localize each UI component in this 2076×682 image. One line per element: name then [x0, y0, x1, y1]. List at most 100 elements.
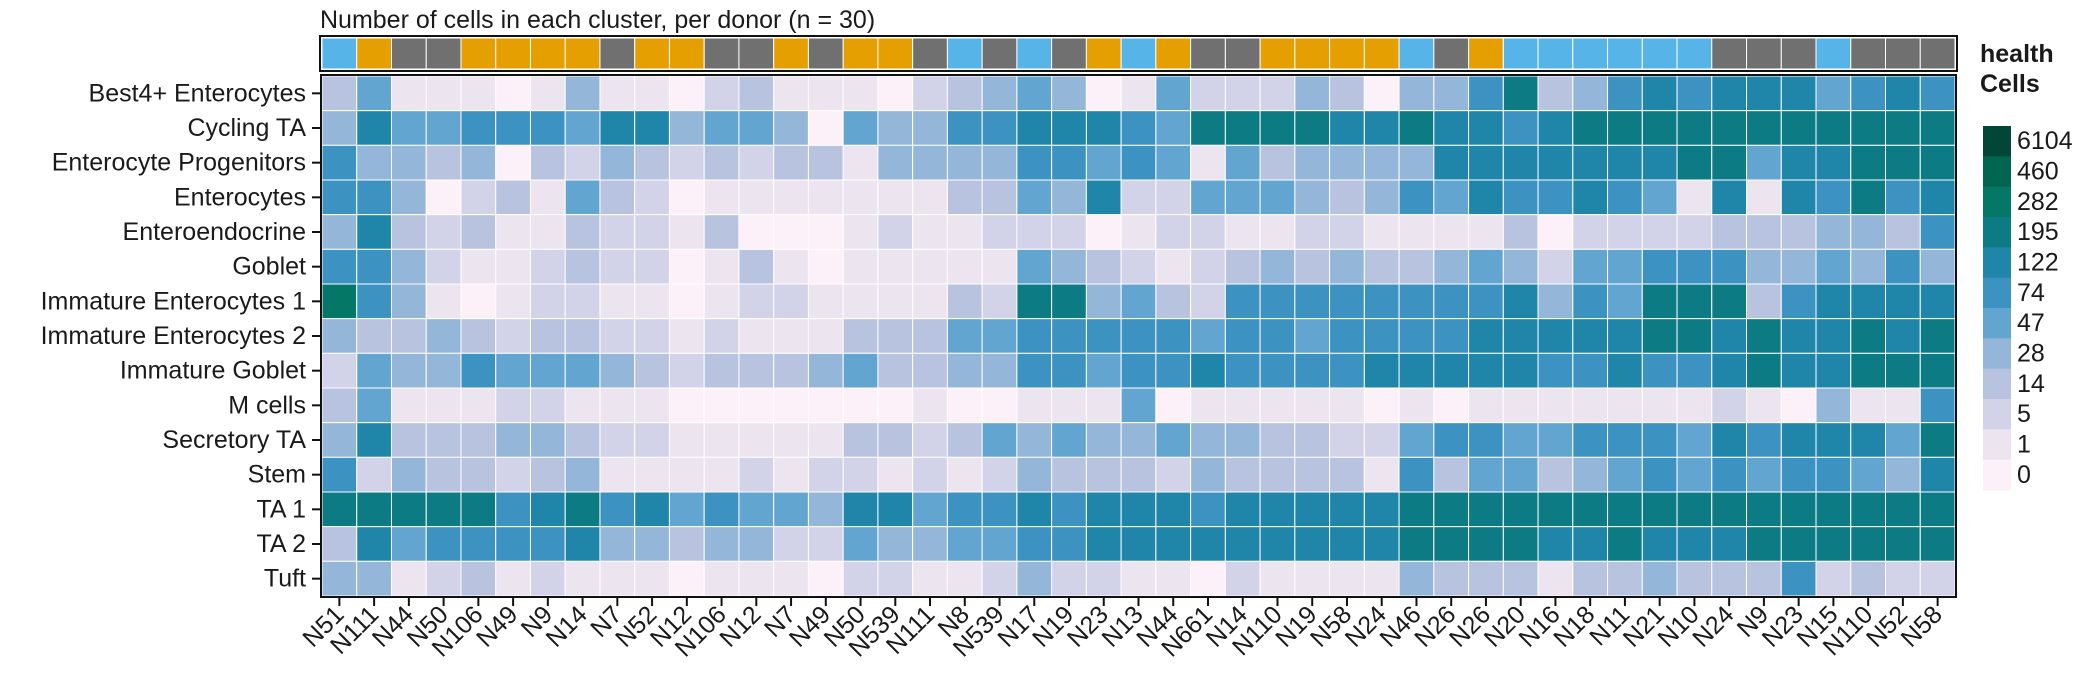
heatmap-cell	[356, 352, 392, 389]
heatmap-cell	[1502, 179, 1539, 216]
heatmap-cell	[1398, 456, 1435, 493]
heatmap-cell	[1085, 456, 1122, 493]
donor-label: N24	[1687, 600, 1739, 652]
heatmap-cell	[1572, 179, 1609, 216]
heatmap-cell	[1051, 214, 1087, 250]
health-cell	[1051, 37, 1087, 70]
heatmap-cell	[1120, 144, 1157, 181]
colorbar-tick-label: 14	[2017, 370, 2045, 398]
heatmap-cell	[1120, 318, 1157, 354]
heatmap-cell	[1363, 318, 1400, 354]
heatmap-cell	[807, 352, 844, 389]
heatmap-cell	[634, 352, 670, 389]
heatmap-cell	[738, 214, 775, 250]
heatmap-cell	[1051, 387, 1087, 424]
heatmap-cell	[842, 283, 879, 320]
heatmap-cell	[1085, 248, 1122, 285]
heatmap-cell	[425, 75, 462, 112]
heatmap-cell	[1885, 283, 1921, 320]
colorbar-segment	[1983, 186, 2011, 218]
heatmap-cell	[1919, 526, 1956, 562]
heatmap-cell	[1572, 318, 1609, 354]
heatmap-cell	[1363, 352, 1400, 389]
heatmap-cell	[599, 560, 636, 597]
heatmap-cell	[495, 526, 531, 562]
heatmap-cell	[1815, 491, 1852, 528]
heatmap-cell	[1190, 318, 1226, 354]
heatmap-cell	[1850, 248, 1887, 285]
heatmap-cell	[1711, 387, 1748, 424]
heatmap-cell	[1363, 422, 1400, 458]
health-cell	[390, 37, 427, 70]
heatmap-cell	[1919, 179, 1956, 216]
heatmap-cell	[1190, 179, 1226, 216]
heatmap-cell	[1398, 144, 1435, 181]
health-cell	[460, 37, 497, 70]
heatmap-cell	[321, 491, 358, 528]
heatmap-cell	[877, 214, 914, 250]
heatmap-cell	[1259, 352, 1296, 389]
heatmap-cell	[1259, 456, 1296, 493]
heatmap-cell	[1468, 352, 1504, 389]
heatmap-cell	[912, 318, 948, 354]
heatmap-cell	[668, 422, 705, 458]
heatmap-cell	[599, 456, 636, 493]
heatmap-cell	[1051, 422, 1087, 458]
heatmap-cell	[1329, 144, 1365, 181]
heatmap-cell	[912, 144, 948, 181]
heatmap-cell	[773, 283, 809, 320]
heatmap-cell	[703, 214, 740, 250]
heatmap-cell	[807, 387, 844, 424]
heatmap-cell	[460, 318, 497, 354]
heatmap-cell	[1190, 456, 1226, 493]
heatmap-cell	[1329, 75, 1365, 112]
heatmap-cell	[564, 387, 601, 424]
heatmap-cell	[425, 144, 462, 181]
heatmap-cell	[1885, 456, 1921, 493]
heatmap-cell	[1641, 422, 1678, 458]
colorbar-segment	[1983, 247, 2011, 279]
heatmap-cell	[1190, 387, 1226, 424]
heatmap-cell	[842, 248, 879, 285]
heatmap-cell	[1120, 560, 1157, 597]
heatmap-cell	[1919, 318, 1956, 354]
heatmap-cell	[877, 387, 914, 424]
heatmap-cell	[703, 560, 740, 597]
heatmap-cell	[1607, 352, 1643, 389]
heatmap-cell	[1294, 352, 1331, 389]
heatmap-cell	[1676, 110, 1713, 146]
heatmap-cell	[1051, 560, 1087, 597]
colorbar-tick-label: 5	[2017, 400, 2031, 428]
heatmap-cell	[1468, 560, 1504, 597]
heatmap-cell	[356, 248, 392, 285]
heatmap-cell	[1294, 526, 1331, 562]
heatmap-cell	[1502, 422, 1539, 458]
heatmap-cell	[1224, 283, 1261, 320]
heatmap-cell	[1468, 144, 1504, 181]
heatmap-cell	[912, 214, 948, 250]
heatmap-cell	[981, 179, 1018, 216]
heatmap-cell	[321, 560, 358, 597]
heatmap-cell	[1016, 110, 1053, 146]
heatmap-cell	[1259, 560, 1296, 597]
heatmap-cell	[425, 456, 462, 493]
heatmap-cell	[773, 214, 809, 250]
heatmap-cell	[877, 560, 914, 597]
heatmap-cell	[599, 110, 636, 146]
heatmap-cell	[1641, 560, 1678, 597]
heatmap-cell	[1190, 248, 1226, 285]
heatmap-cell	[1155, 179, 1192, 216]
heatmap-cell	[946, 179, 983, 216]
heatmap-cell	[1085, 560, 1122, 597]
heatmap-cell	[1468, 456, 1504, 493]
health-cell	[981, 37, 1018, 70]
heatmap-cell	[529, 179, 566, 216]
heatmap-cell	[1676, 387, 1713, 424]
heatmap-cell	[564, 318, 601, 354]
heatmap-cell	[1155, 75, 1192, 112]
heatmap-cell	[1815, 179, 1852, 216]
heatmap-cell	[1537, 560, 1574, 597]
heatmap-cell	[564, 456, 601, 493]
heatmap-cell	[842, 422, 879, 458]
heatmap-cell	[1676, 352, 1713, 389]
